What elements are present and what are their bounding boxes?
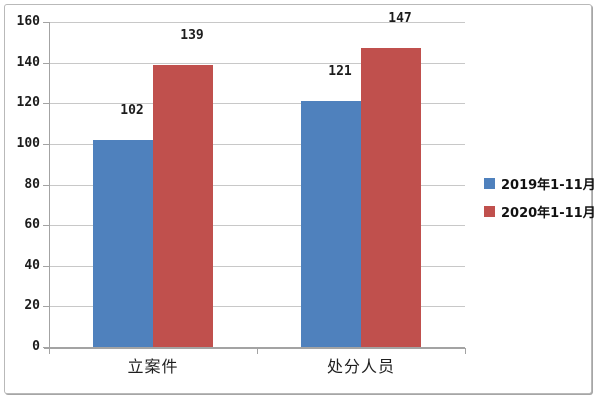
legend-label: 2020年1-11月 bbox=[501, 206, 596, 221]
bar-value-2020年1-11月-处分人员: 147 bbox=[388, 11, 412, 26]
gridline-60 bbox=[49, 225, 465, 226]
x-tickmark-0 bbox=[49, 348, 50, 354]
legend-item-2020年1-11月: 2020年1-11月 bbox=[484, 202, 596, 221]
y-tickmark-120 bbox=[43, 103, 49, 104]
bar-value-2019年1-11月-立案件: 102 bbox=[120, 103, 144, 118]
gridline-20 bbox=[49, 306, 465, 307]
category-label-立案件: 立案件 bbox=[127, 357, 179, 376]
y-tick-label-80: 80 bbox=[24, 177, 40, 192]
gridline-160 bbox=[49, 22, 465, 23]
x-axis-line bbox=[44, 347, 465, 349]
y-tick-label-20: 20 bbox=[24, 298, 40, 313]
y-tick-label-40: 40 bbox=[24, 258, 40, 273]
bar-2020年1-11月-处分人员 bbox=[361, 48, 421, 347]
gridline-40 bbox=[49, 266, 465, 267]
bar-2020年1-11月-立案件 bbox=[153, 65, 213, 347]
legend-swatch-icon bbox=[484, 206, 495, 217]
y-tickmark-160 bbox=[43, 22, 49, 23]
y-tickmark-100 bbox=[43, 144, 49, 145]
category-label-处分人员: 处分人员 bbox=[326, 357, 395, 376]
bar-value-2020年1-11月-立案件: 139 bbox=[180, 28, 204, 43]
legend-label: 2019年1-11月 bbox=[501, 178, 596, 193]
bar-2019年1-11月-处分人员 bbox=[301, 101, 361, 347]
y-tickmark-20 bbox=[43, 306, 49, 307]
legend: 2019年1-11月 2020年1-11月 bbox=[484, 174, 596, 230]
y-tickmark-60 bbox=[43, 225, 49, 226]
y-tick-label-160: 160 bbox=[16, 14, 40, 29]
bar-2019年1-11月-立案件 bbox=[93, 140, 153, 347]
y-tick-label-120: 120 bbox=[16, 95, 40, 110]
y-tick-label-140: 140 bbox=[16, 55, 40, 70]
legend-item-2019年1-11月: 2019年1-11月 bbox=[484, 174, 596, 193]
gridline-80 bbox=[49, 185, 465, 186]
bar-value-2019年1-11月-处分人员: 121 bbox=[328, 64, 352, 79]
y-tickmark-40 bbox=[43, 266, 49, 267]
y-tickmark-80 bbox=[43, 185, 49, 186]
gridline-120 bbox=[49, 103, 465, 104]
gridline-140 bbox=[49, 63, 465, 64]
y-tick-label-60: 60 bbox=[24, 217, 40, 232]
y-tick-label-100: 100 bbox=[16, 136, 40, 151]
legend-swatch-icon bbox=[484, 178, 495, 189]
y-tickmark-140 bbox=[43, 63, 49, 64]
y-axis-line bbox=[49, 22, 50, 347]
x-tickmark-2 bbox=[465, 348, 466, 354]
y-tick-label-0: 0 bbox=[32, 339, 40, 354]
x-tickmark-1 bbox=[257, 348, 258, 354]
gridline-100 bbox=[49, 144, 465, 145]
